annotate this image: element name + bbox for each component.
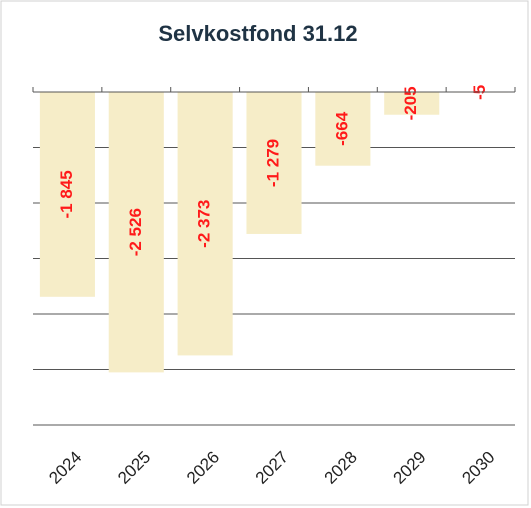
bar <box>315 92 371 166</box>
bar <box>384 92 440 115</box>
value-label: -1 845 <box>57 170 76 218</box>
bar <box>39 92 95 297</box>
bar <box>246 92 302 234</box>
bar <box>108 92 164 373</box>
bar <box>177 92 233 356</box>
chart-title: Selvkostfond 31.12 <box>158 21 357 46</box>
value-label: -205 <box>401 86 420 120</box>
value-label: -664 <box>332 111 351 146</box>
value-label: -2 526 <box>126 208 145 256</box>
value-label: -1 279 <box>263 139 282 187</box>
value-label: -2 373 <box>195 200 214 248</box>
